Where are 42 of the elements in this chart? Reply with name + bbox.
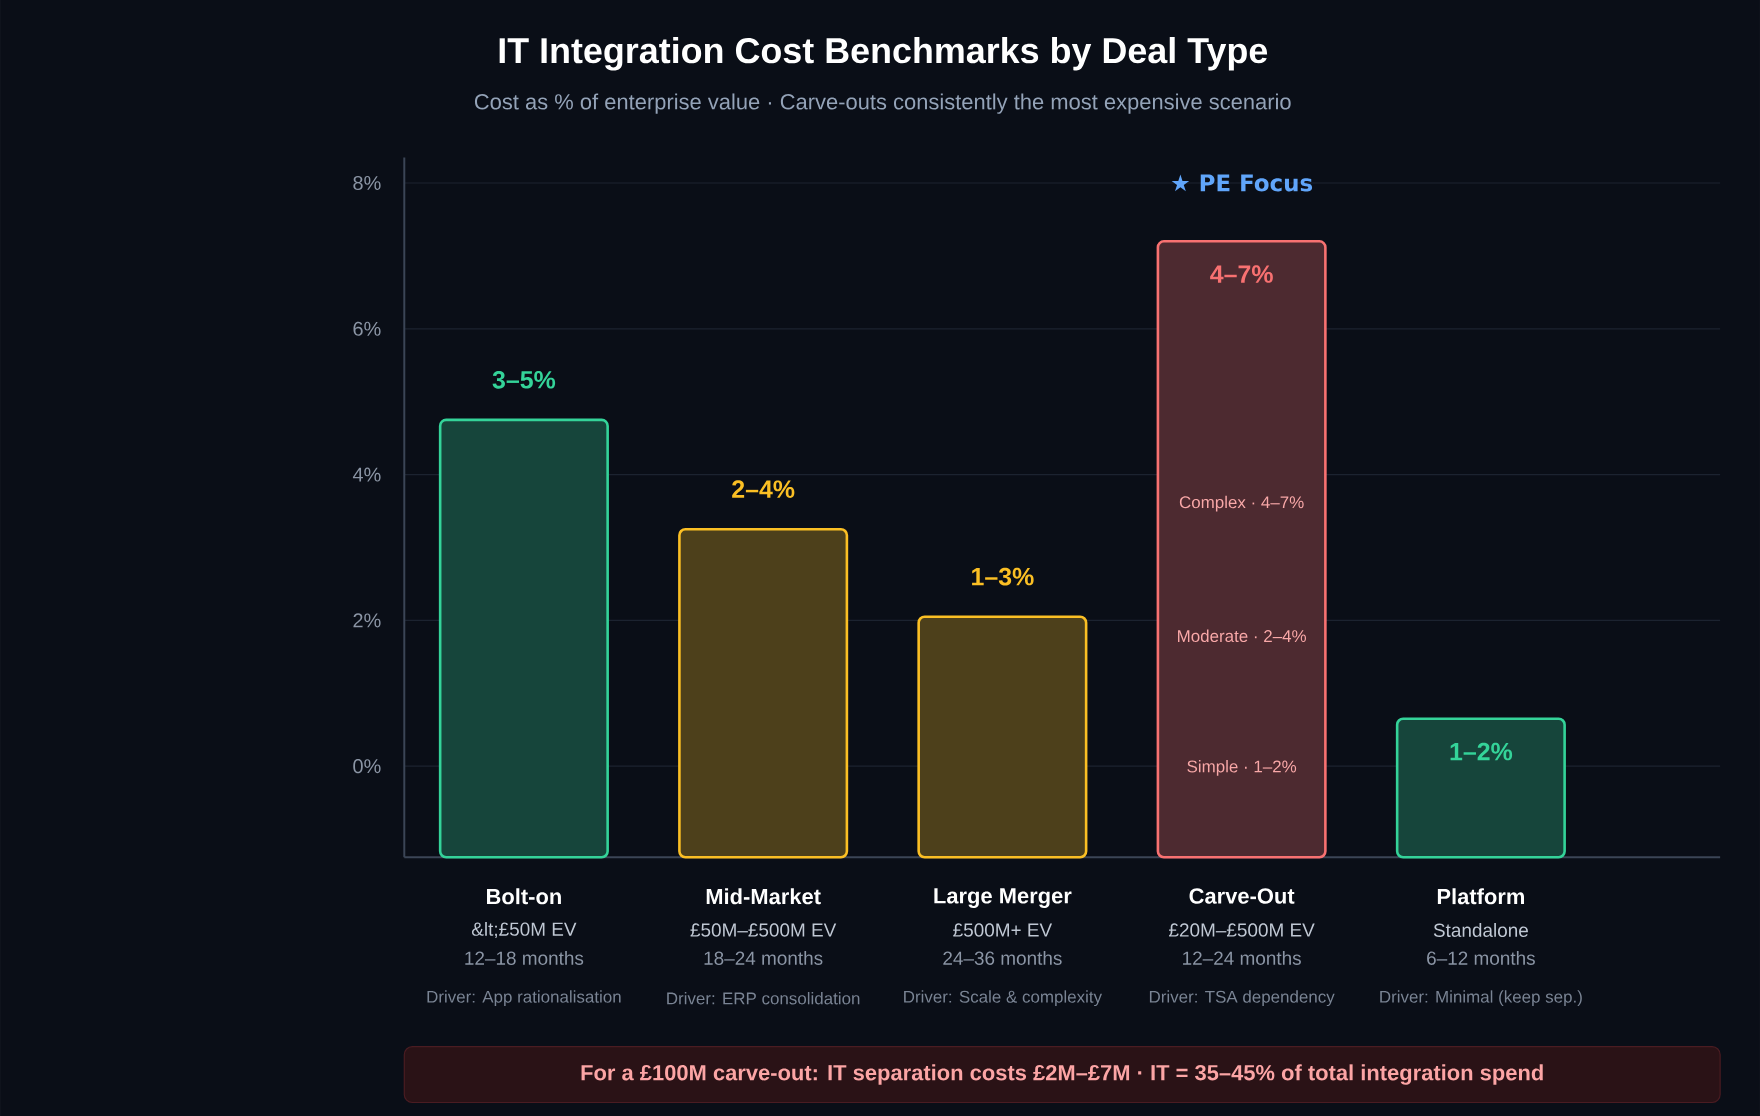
- annotation: 2–4%: [732, 480, 795, 498]
- bar: [438, 418, 609, 859]
- annotation: Complex · 4–7%: [1179, 495, 1304, 512]
- x-tick-label: Large Merger: [934, 888, 1072, 908]
- bar: [1395, 717, 1566, 859]
- y-tick-label: 8%: [353, 175, 381, 190]
- text: £500M+ EV: [953, 923, 1053, 937]
- bar: [1156, 239, 1327, 859]
- text: Standalone: [1433, 922, 1528, 937]
- annotation: Moderate · 2–4%: [1178, 629, 1307, 642]
- annotation: 1–2%: [1450, 742, 1513, 761]
- annotation: Simple · 1–2%: [1187, 759, 1297, 776]
- y-tick-label: 4%: [352, 467, 381, 482]
- y-tick-label: 0%: [353, 758, 381, 773]
- x-tick-label: Bolt-on: [487, 888, 561, 905]
- y-tick-label: 6%: [353, 321, 381, 336]
- text: 18–24 months: [704, 950, 823, 965]
- text: Driver: Minimal (keep sep.): [1380, 990, 1582, 1006]
- text: Driver: ERP consolidation: [667, 991, 860, 1005]
- annotation: ★ PE Focus: [1171, 174, 1313, 192]
- text: 24–36 months: [943, 950, 1062, 965]
- text: Driver: TSA dependency: [1149, 990, 1335, 1006]
- y-tick-label: 2%: [353, 613, 381, 628]
- chart-subtitle: Cost as % of enterprise value · Carve-outs consistently the most expensive scenario: [474, 93, 1291, 114]
- bar: [678, 527, 849, 859]
- x-tick-label: Platform: [1437, 888, 1524, 905]
- x-tick-label: Carve-Out: [1189, 888, 1295, 904]
- text: 12–18 months: [465, 950, 584, 965]
- text: £20M–£500M EV: [1169, 923, 1315, 937]
- text: For a £100M carve-out: IT separation costs £2M–£7M · IT = 35–45% of total integration spend: [581, 1064, 1543, 1085]
- text: &lt;£50M EV: [471, 921, 577, 938]
- x-tick-label: Mid-Market: [706, 888, 821, 905]
- text: £50M–£500M EV: [690, 923, 837, 937]
- annotation: 1–3%: [972, 567, 1034, 586]
- text: 6–12 months: [1427, 950, 1535, 965]
- annotation: 3–5%: [492, 370, 556, 389]
- annotation: 4–7%: [1210, 265, 1273, 283]
- text: Driver: App rationalisation: [427, 990, 621, 1006]
- text: 12–24 months: [1183, 950, 1301, 965]
- bar: [917, 615, 1088, 859]
- chart-title: IT Integration Cost Benchmarks by Deal Type: [499, 36, 1268, 71]
- text: Driver: Scale & complexity: [904, 990, 1102, 1006]
